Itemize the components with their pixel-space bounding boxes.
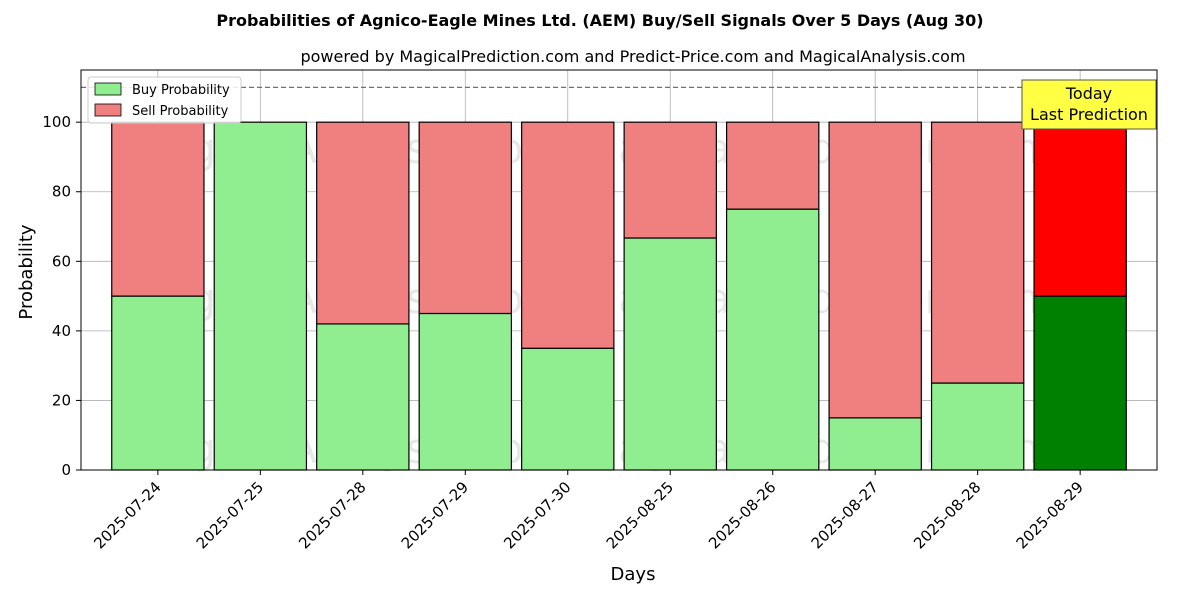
bar-buy-2025-08-29 (1033, 295, 1127, 471)
bar-sell-2025-08-26 (725, 121, 820, 210)
legend-box (87, 76, 242, 124)
bar-buy-2025-08-25 (623, 237, 717, 471)
bar-sell-2025-08-29 (1033, 121, 1127, 297)
x-tick-label: 2025-07-28 (295, 478, 369, 552)
bar-sell-2025-08-28 (930, 121, 1025, 384)
x-tick-label: 2025-07-30 (500, 478, 574, 552)
x-tick-label: 2025-07-24 (90, 478, 164, 552)
plot-frame (80, 69, 1158, 471)
today-annotation-line1: Today (1065, 84, 1112, 103)
x-tick-label: 2025-08-29 (1013, 478, 1087, 552)
chart-subtitle: powered by MagicalPrediction.com and Pre… (300, 47, 965, 66)
today-annotation: Today Last Prediction (1021, 79, 1157, 130)
bar-sell-2025-08-25 (623, 121, 717, 239)
y-tick-label: 60 (52, 252, 71, 270)
legend-label-sell: Sell Probability (132, 104, 229, 119)
bar-buy-2025-08-26 (725, 208, 820, 471)
x-tick-label: 2025-08-28 (910, 478, 984, 552)
y-tick-label: 80 (52, 183, 71, 201)
bar-buy-2025-07-30 (521, 347, 615, 471)
x-tick-label: 2025-07-29 (398, 478, 472, 552)
legend-swatch-sell (94, 103, 122, 117)
bar-sell-2025-07-30 (521, 121, 615, 349)
bar-buy-2025-07-29 (418, 312, 512, 471)
x-tick-label: 2025-08-27 (808, 478, 882, 552)
bar-buy-2025-07-28 (316, 323, 410, 471)
bar-sell-2025-07-29 (418, 121, 512, 315)
x-axis-label: Days (611, 564, 656, 585)
y-tick-label: 0 (61, 461, 71, 479)
today-annotation-box (1021, 79, 1157, 130)
y-tick-label: 100 (42, 113, 71, 131)
bar-sell-2025-08-27 (828, 121, 922, 419)
legend-swatch-buy (94, 82, 122, 96)
legend: Buy Probability Sell Probability (87, 76, 242, 124)
bar-buy-2025-08-28 (930, 382, 1025, 471)
legend-label-buy: Buy Probability (132, 83, 230, 98)
bar-layer (111, 121, 1127, 471)
y-tick-label: 40 (52, 322, 71, 340)
y-axis-label: Probability (16, 224, 37, 319)
today-annotation-line2: Last Prediction (1030, 105, 1148, 124)
bar-sell-2025-07-24 (111, 121, 205, 297)
chart-title: Probabilities of Agnico-Eagle Mines Ltd.… (216, 11, 983, 30)
bar-buy-2025-07-25 (213, 121, 308, 471)
x-tick-label: 2025-08-25 (603, 478, 677, 552)
bar-buy-2025-07-24 (111, 295, 205, 471)
x-tick-label: 2025-08-26 (705, 478, 779, 552)
bar-sell-2025-07-28 (316, 121, 410, 325)
x-tick-label: 2025-07-25 (193, 478, 267, 552)
bar-buy-2025-08-27 (828, 417, 922, 471)
y-tick-label: 20 (52, 391, 71, 409)
